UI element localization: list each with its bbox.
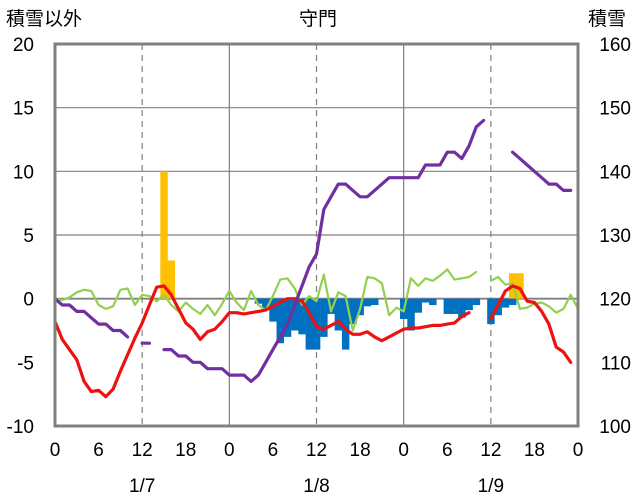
snow_decrease-bar — [254, 298, 263, 304]
right-tick-label: 150 — [599, 99, 631, 120]
right-axis-label: 積雪 — [588, 8, 626, 30]
left-tick-label: -10 — [7, 417, 34, 438]
x-tick-label: 18 — [524, 440, 545, 461]
x-tick-label: 18 — [175, 440, 196, 461]
x-tick-label: 12 — [306, 440, 327, 461]
snow_decrease-bar — [276, 298, 285, 344]
precipitation-bar — [516, 273, 524, 299]
x-tick-label: 6 — [442, 440, 453, 461]
x-tick-label: 0 — [224, 440, 235, 461]
snow_decrease-bar — [429, 298, 437, 306]
snow_decrease-bar — [487, 298, 495, 325]
x-tick-label: 0 — [50, 440, 61, 461]
x-tick-label: 12 — [132, 440, 153, 461]
precipitation-bar — [160, 171, 168, 299]
x-tick-label: 0 — [573, 440, 584, 461]
snow_decrease-bar — [291, 298, 299, 331]
grid — [55, 44, 578, 426]
series-lines — [53, 118, 580, 399]
date-label: 1/7 — [129, 476, 155, 497]
snow_decrease-bar — [334, 298, 343, 331]
date-label: 1/8 — [303, 476, 329, 497]
snow_decrease-bar — [298, 298, 306, 335]
snow_decrease-bar — [501, 298, 510, 308]
snow_decrease-bar — [349, 298, 357, 325]
snow_decrease-bar — [341, 298, 350, 350]
x-tick-label: 12 — [480, 440, 501, 461]
snow_decrease-bar — [283, 298, 292, 337]
chart-title: 守門 — [299, 8, 337, 30]
snow_decrease-bar — [327, 298, 335, 314]
snow_decrease-bar — [450, 298, 459, 314]
x-tick-label: 18 — [350, 440, 371, 461]
right-tick-label: 110 — [601, 353, 631, 374]
snow_decrease-bar — [458, 298, 466, 318]
precipitation-bar — [167, 260, 176, 299]
date-label: 1/9 — [478, 476, 504, 497]
right-tick-label: 140 — [599, 162, 631, 183]
left-tick-label: 0 — [23, 290, 34, 311]
snow_decrease-bar — [370, 298, 379, 306]
snow_decrease-bar — [465, 298, 473, 311]
snow_depth-line — [53, 118, 573, 383]
left-tick-label: 20 — [13, 35, 34, 56]
snow_decrease-bar — [262, 298, 270, 309]
left-axis-label: 積雪以外 — [6, 8, 82, 30]
temperature-line — [53, 284, 573, 399]
x-tick-label: 6 — [268, 440, 279, 461]
snow_decrease-bar — [320, 298, 328, 337]
bars — [160, 171, 524, 350]
left-tick-label: -5 — [17, 353, 34, 374]
snow_decrease-bar — [443, 298, 452, 314]
snow_decrease-bar — [508, 298, 517, 306]
right-tick-label: 130 — [599, 226, 631, 247]
snow_decrease-bar — [472, 298, 481, 306]
x-tick-label: 6 — [93, 440, 104, 461]
left-tick-label: 10 — [13, 162, 34, 183]
snow_decrease-bar — [305, 298, 314, 350]
snow_decrease-bar — [269, 298, 277, 322]
left-tick-label: 15 — [13, 99, 34, 120]
right-tick-label: 120 — [599, 290, 631, 311]
left-tick-label: 5 — [23, 226, 34, 247]
snow_decrease-bar — [407, 298, 415, 331]
x-tick-label: 0 — [398, 440, 409, 461]
snow_decrease-bar — [421, 298, 430, 303]
right-tick-label: 100 — [599, 417, 631, 438]
plot-frame — [53, 42, 580, 428]
right-tick-label: 160 — [599, 35, 631, 56]
snow_decrease-bar — [414, 298, 423, 313]
snow_decrease-bar — [363, 298, 372, 307]
